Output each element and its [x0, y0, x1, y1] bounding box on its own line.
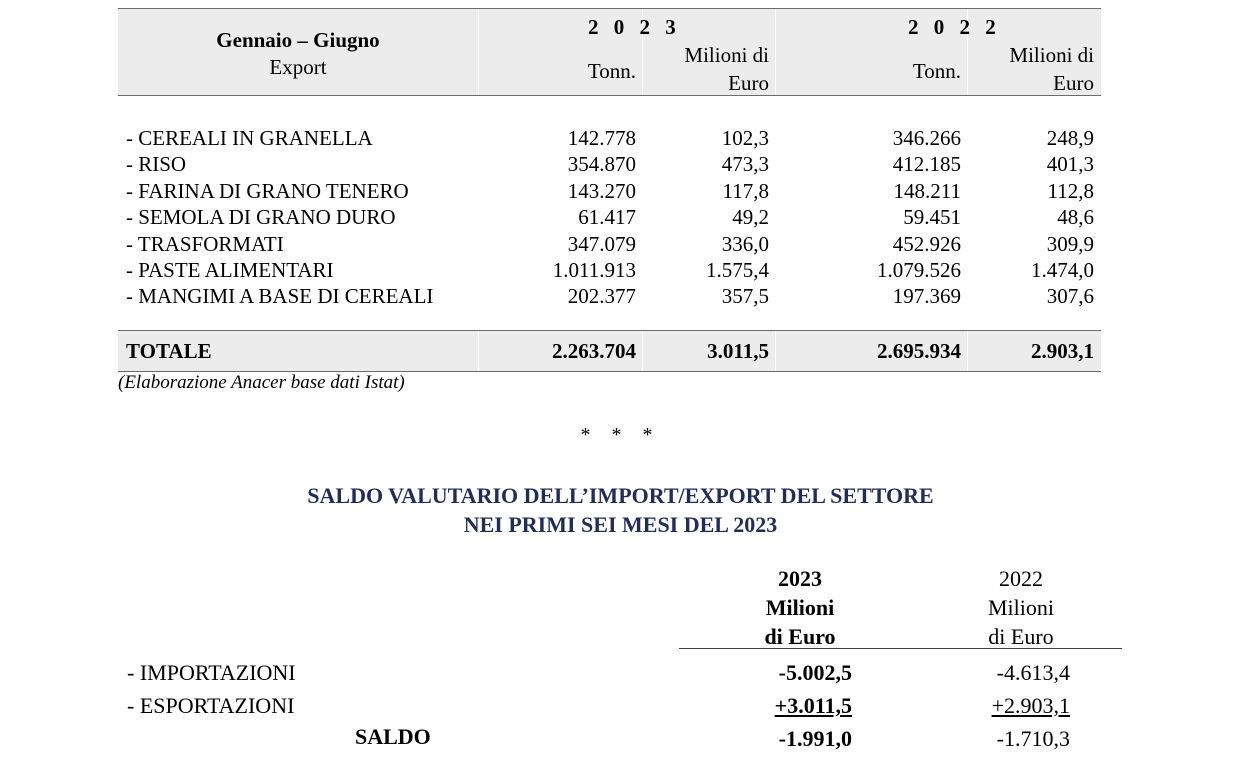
tonn-2023-cell: 347.079: [567, 232, 636, 256]
saldo-2022-unit-line1: Milioni: [987, 595, 1054, 620]
total-tonn-2023: 2.263.704: [552, 339, 636, 363]
source-note: (Elaborazione Anacer base dati Istat): [118, 372, 405, 393]
tonn-2022-cell: 197.369: [892, 284, 961, 308]
euro-2022-cell: 1.474,0: [1031, 258, 1094, 282]
total-euro-2023: 3.011,5: [707, 339, 769, 363]
total-euro-2022: 2.903,1: [1031, 339, 1094, 363]
tonn-2022-header: Tonn.: [912, 59, 961, 83]
esportazioni-2022: +2.903,1: [991, 693, 1070, 718]
tonn-2022-cell: 59.451: [903, 205, 961, 229]
importazioni-label: - IMPORTAZIONI: [127, 660, 296, 685]
euro-2023-cell: 473,3: [721, 152, 769, 176]
total-label: TOTALE: [126, 339, 212, 363]
tonn-2023-cell: 142.778: [567, 126, 636, 150]
tonn-2022-cell: 148.211: [893, 179, 961, 203]
tonn-2023-cell: 143.270: [567, 179, 636, 203]
saldo-title-line2: NEI PRIMI SEI MESI DEL 2023: [463, 512, 778, 537]
euro-2022-cell: 248,9: [1046, 126, 1094, 150]
period-label: Gennaio – Giugno: [216, 28, 380, 52]
table-row: - TRASFORMATI 347.079 336,0 452.926 309,…: [118, 231, 1101, 257]
esportazioni-2023: +3.011,5: [774, 693, 852, 718]
section-label: Export: [269, 55, 327, 79]
row-label: - MANGIMI A BASE DI CEREALI: [126, 284, 434, 308]
tonn-2023-cell: 202.377: [567, 284, 636, 308]
euro-2023-cell: 102,3: [721, 126, 769, 150]
saldo-2023-unit-line1: Milioni: [765, 595, 835, 620]
total-tonn-2022: 2.695.934: [877, 339, 961, 363]
euro-2023-cell: 1.575,4: [706, 258, 769, 282]
row-label: - PASTE ALIMENTARI: [126, 258, 334, 282]
tonn-2023-cell: 354.870: [567, 152, 636, 176]
row-label: - CEREALI IN GRANELLA: [126, 126, 373, 150]
row-label: - RISO: [126, 152, 187, 176]
tonn-2023-cell: 61.417: [578, 205, 636, 229]
euro-2023-cell: 336,0: [721, 232, 769, 256]
milioni-2022-header-line2: Euro: [1053, 71, 1094, 95]
milioni-2023-header-line1: Milioni di: [684, 43, 769, 67]
euro-2022-cell: 309,9: [1046, 232, 1094, 256]
table-row: - FARINA DI GRANO TENERO 143.270 117,8 1…: [118, 178, 1101, 204]
euro-2023-cell: 357,5: [721, 284, 769, 308]
row-label: - SEMOLA DI GRANO DURO: [126, 205, 396, 229]
tonn-2022-cell: 452.926: [892, 232, 961, 256]
saldo-header-rule: [679, 648, 1122, 649]
tonn-2022-cell: 346.266: [892, 126, 961, 150]
table-row: - CEREALI IN GRANELLA 142.778 102,3 346.…: [118, 125, 1101, 151]
row-label: - FARINA DI GRANO TENERO: [126, 179, 409, 203]
importazioni-2023: -5.002,5: [778, 660, 852, 685]
euro-2023-cell: 117,8: [722, 179, 769, 203]
euro-2022-cell: 401,3: [1046, 152, 1094, 176]
tonn-2022-cell: 412.185: [892, 152, 961, 176]
saldo-2022: -1.710,3: [996, 726, 1070, 751]
saldo-2023-unit-line2: di Euro: [764, 624, 836, 649]
esportazioni-label: - ESPORTAZIONI: [127, 693, 295, 718]
importazioni-2022: -4.613,4: [996, 660, 1070, 685]
year-2022-header: 2 0 2 2: [908, 15, 1001, 39]
table-row: - PASTE ALIMENTARI 1.011.913 1.575,4 1.0…: [118, 257, 1101, 283]
table-row: - RISO 354.870 473,3 412.185 401,3: [118, 151, 1101, 177]
saldo-2023-year: 2023: [778, 566, 822, 591]
year-2023-header: 2 0 2 3: [588, 15, 681, 39]
section-separator: * * *: [580, 424, 661, 446]
euro-2022-cell: 48,6: [1057, 205, 1094, 229]
euro-2022-cell: 112,8: [1047, 179, 1094, 203]
table-row: - MANGIMI A BASE DI CEREALI 202.377 357,…: [118, 283, 1101, 309]
saldo-2022-year: 2022: [999, 566, 1043, 591]
tonn-2023-cell: 1.011.913: [552, 258, 636, 282]
saldo-2023: -1.991,0: [778, 726, 852, 751]
saldo-title-line1: SALDO VALUTARIO DELL’IMPORT/EXPORT DEL S…: [307, 483, 934, 508]
milioni-2022-header-line1: Milioni di: [1009, 43, 1094, 67]
tonn-2022-cell: 1.079.526: [877, 258, 961, 282]
milioni-2023-header-line2: Euro: [728, 71, 769, 95]
row-label: - TRASFORMATI: [126, 232, 284, 256]
euro-2022-cell: 307,6: [1046, 284, 1094, 308]
euro-2023-cell: 49,2: [732, 205, 769, 229]
saldo-2022-unit-line2: di Euro: [988, 624, 1054, 649]
tonn-2023-header: Tonn.: [587, 59, 636, 83]
table-row: - SEMOLA DI GRANO DURO 61.417 49,2 59.45…: [118, 204, 1101, 230]
total-row: TOTALE 2.263.704 3.011,5 2.695.934 2.903…: [118, 330, 1101, 372]
saldo-label: SALDO: [355, 724, 431, 749]
export-table-header: Gennaio – Giugno Export 2 0 2 3 2 0 2 2 …: [118, 8, 1101, 96]
